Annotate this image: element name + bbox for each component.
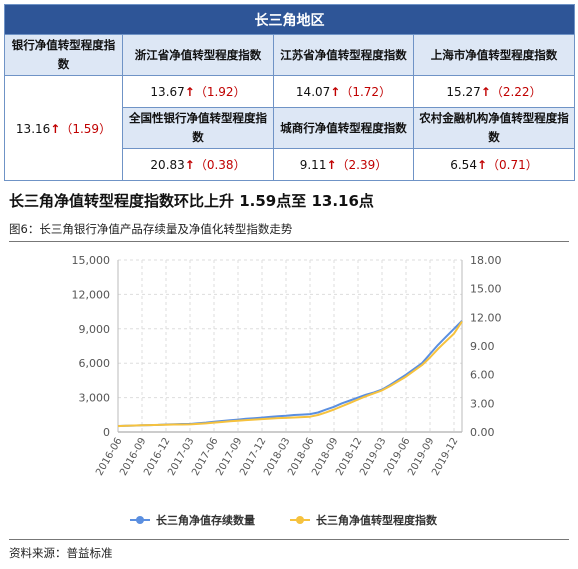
y-left-tick-label: 0 (103, 426, 110, 439)
rural-bank-index-change: （0.71） (487, 158, 538, 172)
y-left-tick-label: 15,000 (72, 254, 111, 267)
rural-bank-index-value-cell: 6.54↑（0.71） (413, 148, 575, 181)
index-table-container: 长三角地区 银行净值转型程度指数 浙江省净值转型程度指数 江苏省净值转型程度指数… (4, 4, 575, 181)
city-bank-index-value-cell: 9.11↑（2.39） (273, 148, 414, 181)
zhejiang-index-label: 浙江省净值转型程度指数 (122, 34, 274, 76)
zhejiang-index-value: 13.67 (150, 85, 185, 99)
up-arrow-icon: ↑ (184, 158, 195, 172)
index-table: 长三角地区 银行净值转型程度指数 浙江省净值转型程度指数 江苏省净值转型程度指数… (4, 4, 575, 181)
legend-dot-icon (296, 516, 304, 524)
rural-bank-index-label: 农村金融机构净值转型程度指数 (413, 107, 575, 149)
trend-chart: 0 3,000 6,000 9,000 12,000 15,000 0.00 3.00 6.00… (72, 254, 502, 527)
up-arrow-icon: ↑ (50, 121, 61, 136)
up-arrow-icon: ↑ (476, 158, 488, 172)
jiangsu-index-value-cell: 14.07↑（1.72） (273, 75, 414, 108)
jiangsu-index-label: 江苏省净值转型程度指数 (273, 34, 414, 76)
y-right-tick-label: 15.00 (470, 283, 502, 296)
legend-item-count: 长三角净值存续数量 (156, 513, 255, 527)
national-bank-index-change: （0.38） (194, 158, 246, 172)
jiangsu-index-value: 14.07 (295, 85, 331, 99)
national-bank-index-value: 20.83 (150, 158, 185, 172)
shanghai-index-label: 上海市净值转型程度指数 (413, 34, 575, 76)
bank-index-label: 银行净值转型程度指数 (4, 34, 123, 76)
shanghai-index-value: 15.27 (446, 85, 481, 99)
legend-item-index: 长三角净值转型程度指数 (316, 513, 438, 527)
y-right-tick-label: 12.00 (470, 311, 502, 324)
series-line-index (117, 320, 463, 428)
up-arrow-icon: ↑ (480, 85, 491, 99)
up-arrow-icon: ↑ (330, 85, 341, 99)
rural-bank-index-value: 6.54 (450, 158, 477, 172)
y-left-tick-label: 6,000 (79, 357, 111, 370)
bank-index-value: 13.16 (15, 121, 51, 136)
headline: 长三角净值转型程度指数环比上升 1.59点至 13.16点 (9, 192, 374, 210)
bank-index-value-cell: 13.16↑（1.59） (4, 75, 123, 181)
shanghai-index-change: （2.22） (490, 85, 542, 99)
zhejiang-index-value-cell: 13.67↑（1.92） (122, 75, 274, 108)
legend-dot-icon (136, 516, 144, 524)
y-left-tick-label: 12,000 (72, 288, 111, 301)
bank-index-change: （1.59） (60, 121, 112, 136)
national-bank-index-label: 全国性银行净值转型程度指数 (122, 107, 274, 149)
y-right-tick-label: 3.00 (470, 397, 495, 410)
table-banner: 长三角地区 (4, 4, 575, 35)
zhejiang-index-change: （1.92） (194, 85, 246, 99)
y-right-tick-label: 18.00 (470, 254, 502, 267)
y-right-tick-label: 9.00 (470, 340, 495, 353)
up-arrow-icon: ↑ (326, 158, 337, 172)
y-left-tick-label: 9,000 (79, 323, 111, 336)
y-left-tick-label: 3,000 (79, 392, 111, 405)
figure-title: 图6：长三角银行净值产品存续量及净值化转型指数走势 (9, 222, 293, 236)
jiangsu-index-change: （1.72） (340, 85, 392, 99)
city-bank-index-label: 城商行净值转型程度指数 (273, 107, 414, 149)
source-note: 资料来源：普益标准 (9, 546, 113, 560)
shanghai-index-value-cell: 15.27↑（2.22） (413, 75, 575, 108)
y-right-tick-label: 6.00 (470, 369, 495, 382)
city-bank-index-change: （2.39） (336, 158, 388, 172)
up-arrow-icon: ↑ (184, 85, 195, 99)
figure-top-rule (9, 241, 569, 242)
national-bank-index-value-cell: 20.83↑（0.38） (122, 148, 274, 181)
city-bank-index-value: 9.11 (299, 158, 327, 172)
y-right-tick-label: 0.00 (470, 426, 495, 439)
figure-bottom-rule (9, 539, 569, 540)
